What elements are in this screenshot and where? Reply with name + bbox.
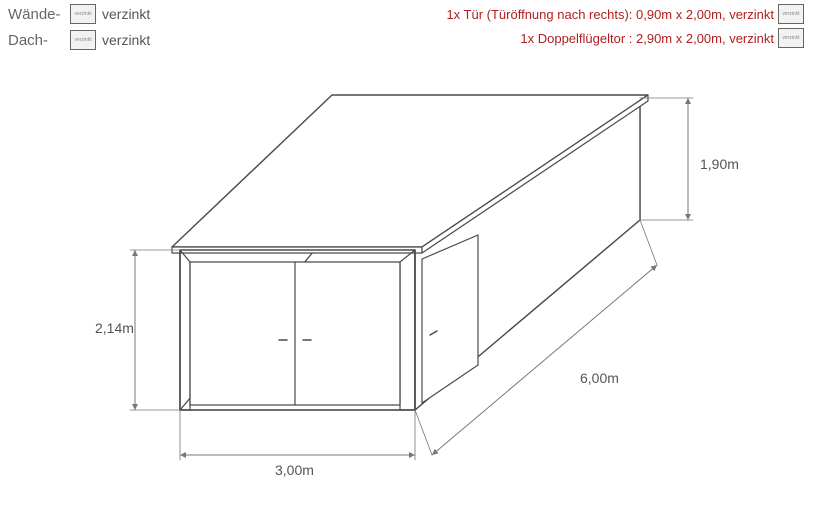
- isometric-drawing: [0, 0, 816, 520]
